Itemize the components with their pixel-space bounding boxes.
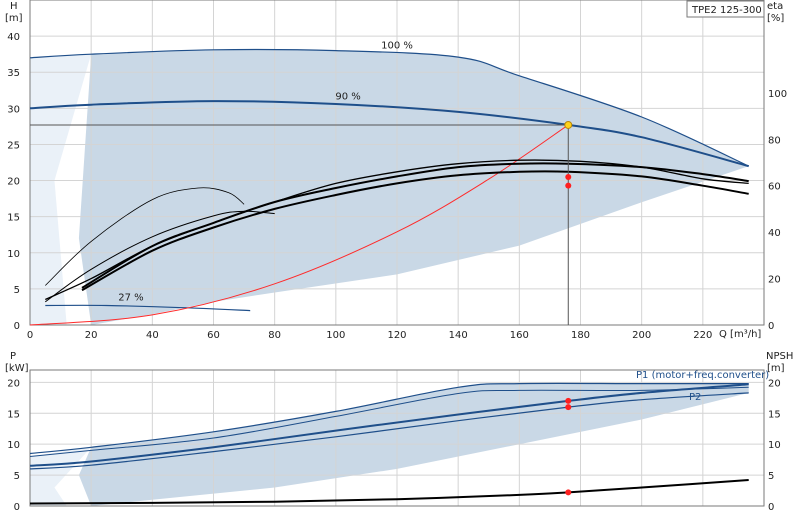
bottom-y-right-tick-label: 15 — [768, 409, 781, 420]
top-operating-envelope — [78, 49, 749, 325]
x-tick-label: 20 — [85, 330, 98, 341]
top-series-group — [29, 48, 749, 326]
x-tick-label: 40 — [146, 330, 159, 341]
y-right-tick-label: 40 — [768, 228, 781, 239]
annotation-100pct: 100 % — [381, 40, 413, 51]
y-left-unit-bottom: [kW] — [5, 363, 29, 374]
x-tick-label: 0 — [27, 330, 33, 341]
x-tick-label: 120 — [387, 330, 406, 341]
y-left-tick-label: 5 — [14, 285, 20, 296]
bottom-markers — [565, 397, 572, 496]
x-tick-label: 160 — [510, 330, 529, 341]
bottom-operating-marker — [565, 489, 572, 496]
operating-point-marker — [565, 173, 572, 180]
y-right-tick-label: 60 — [768, 182, 781, 193]
bottom-y-right-tick-label: 5 — [768, 471, 774, 482]
duty-point-marker — [564, 120, 573, 129]
y-right-unit-bottom: [m] — [767, 363, 785, 374]
series-eta-100 — [81, 162, 749, 289]
model-badge — [686, 0, 765, 18]
x-tick-label: 220 — [693, 330, 712, 341]
series-p1 — [29, 382, 749, 455]
x-tick-label: 80 — [268, 330, 281, 341]
top-tick-labels: 0 20 40 60 80 100 120 140 160 180 200 2200510152025… — [7, 32, 787, 341]
y-right-label-bottom: NPSH — [766, 351, 793, 362]
y-right-label-top: eta — [767, 1, 783, 12]
x-tick-label: 180 — [571, 330, 590, 341]
x-tick-label: 200 — [632, 330, 651, 341]
y-right-tick-label: 0 — [768, 321, 774, 332]
series-H27 — [45, 304, 251, 312]
x-tick-label: 140 — [449, 330, 468, 341]
y-left-label-top: H — [10, 1, 18, 12]
annotation-27pct: 27 % — [118, 292, 143, 303]
y-right-unit-top: [%] — [767, 13, 784, 24]
y-left-tick-label: 25 — [7, 140, 20, 151]
annotation-90pct: 90 % — [335, 92, 360, 103]
y-left-tick-label: 40 — [7, 32, 20, 43]
y-left-tick-label: 30 — [7, 104, 20, 115]
bottom-y-left-tick-label: 20 — [7, 378, 20, 389]
y-left-tick-label: 0 — [14, 321, 20, 332]
bottom-y-left-tick-label: 10 — [7, 440, 20, 451]
operating-point-marker — [565, 182, 572, 189]
bottom-panel: 0 5 10 15 20 0 5 10 15 20 P [kW] NPSH [m] P1 (mot… — [5, 351, 793, 513]
bottom-series-group — [29, 382, 749, 505]
y-left-tick-label: 20 — [7, 177, 20, 188]
top-panel: 0 20 40 60 80 100 120 140 160 180 200 2200510152025… — [5, 0, 787, 341]
series-eta-70 — [45, 210, 275, 303]
series-p1-mid — [29, 386, 749, 457]
bottom-y-right-tick-label: 20 — [768, 378, 781, 389]
y-left-label-bottom: P — [10, 351, 16, 362]
bottom-grid — [30, 370, 764, 506]
top-markers — [564, 120, 573, 189]
series-eta-90 — [81, 170, 749, 292]
bottom-operating-marker — [565, 397, 572, 404]
legend-p1: P1 (motor+freq.converter) — [636, 370, 769, 381]
series-H100 — [29, 48, 749, 167]
bottom-tick-labels: 0 5 10 15 20 0 5 10 15 20 — [7, 378, 780, 513]
series-H90 — [29, 100, 749, 168]
bottom-y-left-tick-label: 15 — [7, 409, 20, 420]
legend-p2: P2 — [689, 392, 701, 403]
y-left-tick-label: 15 — [7, 213, 20, 224]
y-left-tick-label: 10 — [7, 249, 20, 260]
y-right-tick-label: 20 — [768, 275, 781, 286]
top-light-band — [30, 54, 92, 326]
bottom-operating-marker — [565, 404, 572, 411]
series-p-duty-1 — [29, 383, 749, 467]
x-axis-label: Q [m³/h] — [719, 329, 761, 340]
bottom-plot-frame — [29, 369, 765, 507]
bottom-y-right-tick-label: 0 — [768, 502, 774, 513]
bottom-y-left-tick-label: 0 — [14, 502, 20, 513]
y-left-tick-label: 35 — [7, 68, 20, 79]
y-left-unit-top: [m] — [5, 13, 23, 24]
x-tick-label: 100 — [326, 330, 345, 341]
series-system-curve — [29, 124, 569, 326]
y-right-tick-label: 80 — [768, 135, 781, 146]
model-name: TPE2 125-300 — [691, 5, 762, 16]
y-right-tick-label: 100 — [768, 89, 787, 100]
series-npsh — [29, 479, 749, 505]
bottom-y-right-tick-label: 10 — [768, 440, 781, 451]
top-plot-frame — [29, 0, 765, 326]
bottom-y-left-tick-label: 5 — [14, 471, 20, 482]
series-p-duty-2 — [29, 392, 749, 470]
x-tick-label: 60 — [207, 330, 220, 341]
series-eta-50 — [45, 187, 245, 286]
